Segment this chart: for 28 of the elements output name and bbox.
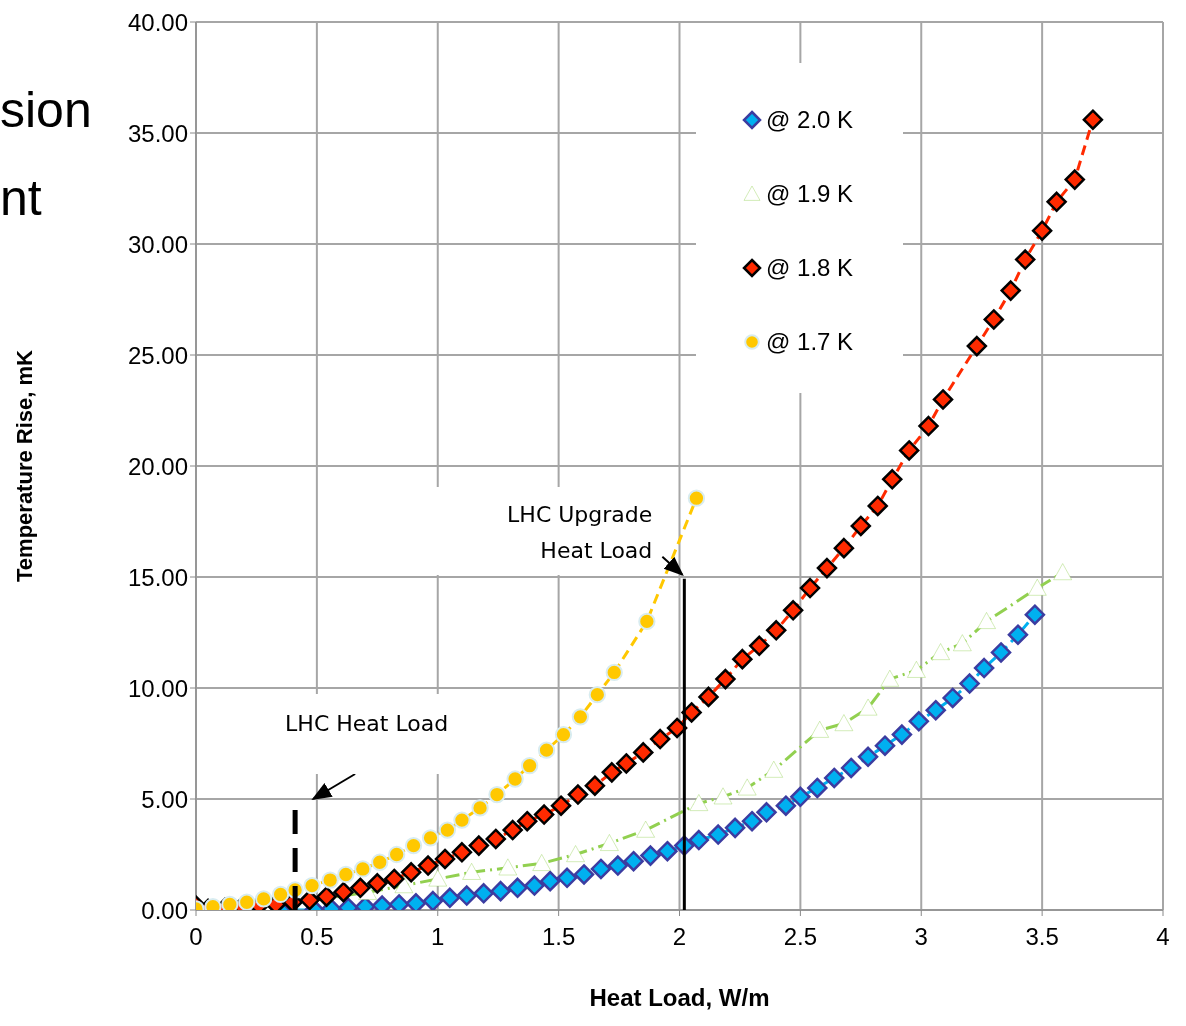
y-tick-label: 20.00 bbox=[127, 452, 188, 480]
x-tick-label: 1 bbox=[431, 923, 445, 951]
x-tick-label: 0.5 bbox=[300, 923, 334, 951]
y-axis-title: Temperature Rise, mK bbox=[11, 349, 37, 582]
text: nt bbox=[0, 169, 43, 228]
y-tick-label: 25.00 bbox=[127, 341, 188, 369]
legend-label: @ 2.0 K bbox=[766, 106, 854, 134]
x-tick-label: 3 bbox=[914, 923, 928, 951]
legend-label: @ 1.7 K bbox=[766, 328, 854, 356]
x-tick-label: 2 bbox=[672, 923, 687, 951]
ref-line-label: LHC Heat Load bbox=[285, 711, 449, 736]
ref-line-label: LHC Upgrade Heat Load bbox=[507, 501, 653, 563]
x-tick-label: 0 bbox=[189, 923, 203, 951]
y-tick-label: 5.00 bbox=[141, 785, 188, 813]
legend-label: @ 1.8 K bbox=[766, 254, 854, 282]
legend-label: @ 1.9 K bbox=[766, 180, 854, 208]
y-tick-label: 35.00 bbox=[127, 119, 188, 147]
y-tick-label: 10.00 bbox=[127, 674, 188, 702]
text: sion bbox=[0, 81, 92, 140]
x-tick-label: 2.5 bbox=[783, 923, 818, 951]
x-axis-title: Heat Load, W/m bbox=[589, 984, 770, 1011]
x-tick-label: 1.5 bbox=[541, 923, 576, 951]
y-tick-label: 30.00 bbox=[127, 230, 188, 258]
x-tick-label: 3.5 bbox=[1025, 923, 1059, 951]
y-tick-label: 15.00 bbox=[127, 563, 188, 591]
y-tick-label: 0.00 bbox=[141, 896, 188, 924]
y-tick-label: 40.00 bbox=[127, 8, 188, 36]
x-tick-label: 4 bbox=[1156, 923, 1170, 951]
